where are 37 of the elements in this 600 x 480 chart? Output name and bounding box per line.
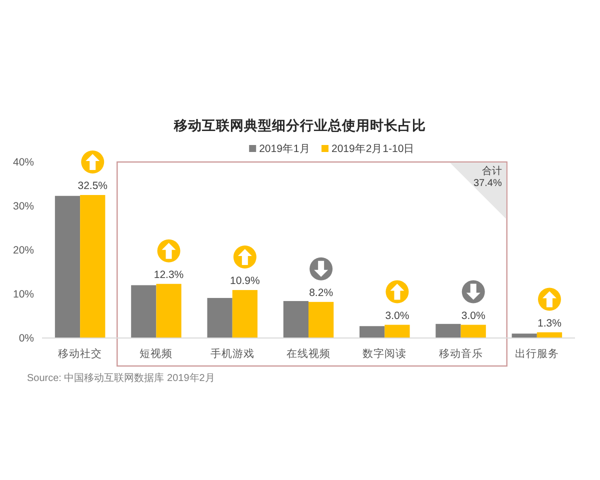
bar (131, 285, 156, 338)
y-tick-label: 0% (18, 332, 34, 345)
data-label: 12.3% (154, 268, 184, 281)
data-label: 1.3% (538, 317, 562, 330)
x-tick-label: 数字阅读 (362, 347, 407, 360)
bar (436, 324, 461, 338)
data-label: 3.0% (385, 310, 410, 322)
annotation: 合计 37.4% (474, 165, 502, 189)
bar (80, 195, 106, 338)
x-tick-label: 手机游戏 (210, 347, 254, 360)
legend-label: 2019年2月1-10日 (331, 143, 415, 155)
bar (207, 298, 232, 338)
y-tick-label: 40% (12, 156, 34, 169)
x-tick-label: 出行服务 (514, 347, 559, 360)
bar (156, 284, 182, 338)
y-tick-label: 30% (12, 200, 34, 213)
x-tick-label: 在线视频 (286, 347, 330, 360)
bar (54, 196, 80, 338)
bar (283, 301, 308, 338)
legend-label: 2019年1月 (259, 143, 310, 155)
chart-title: 移动互联网典型细分行业总使用时长占比 (173, 118, 426, 133)
data-label: 10.9% (230, 275, 260, 288)
bar (232, 290, 258, 338)
source-note: Source: 中国移动互联网数据库 2019年2月 (27, 372, 215, 384)
data-label: 3.0% (461, 310, 486, 322)
x-tick-label: 短视频 (140, 347, 173, 360)
bar (384, 324, 410, 338)
bar (460, 324, 486, 338)
data-label: 32.5% (78, 180, 108, 192)
x-tick-label: 移动音乐 (438, 347, 483, 360)
bar (512, 334, 537, 338)
data-label: 8.2% (309, 286, 334, 299)
y-tick-label: 10% (12, 288, 34, 301)
bar (308, 302, 334, 338)
x-tick-label: 移动社交 (58, 347, 102, 360)
y-tick-label: 20% (12, 244, 34, 257)
bar (360, 326, 385, 338)
